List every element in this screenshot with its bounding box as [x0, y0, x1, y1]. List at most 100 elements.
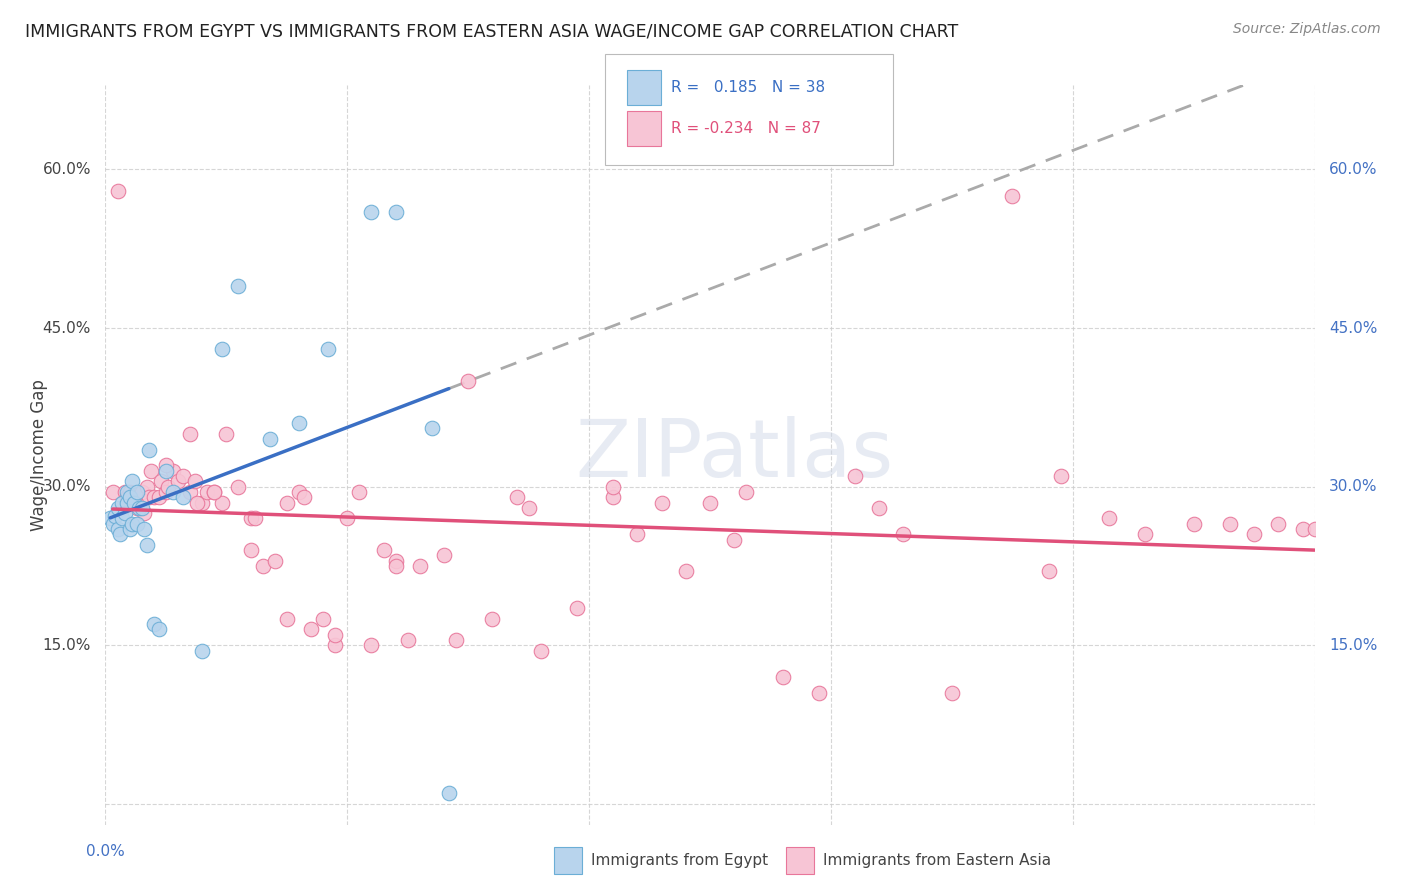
Point: [98, 511, 121, 525]
Point: [155, 485, 177, 500]
Point: [148, 490, 170, 504]
Point: [111, 511, 134, 525]
Text: 0.0%: 0.0%: [86, 844, 125, 859]
Text: Immigrants from Egypt: Immigrants from Egypt: [591, 854, 768, 868]
Text: 15.0%: 15.0%: [1329, 638, 1378, 653]
Point: [1038, 564, 1060, 578]
Point: [252, 558, 274, 574]
Point: [420, 421, 443, 435]
Point: [141, 464, 163, 478]
Point: [211, 342, 233, 356]
Point: [162, 485, 184, 500]
Point: [699, 495, 721, 509]
Point: [239, 511, 262, 525]
Text: R = -0.234   N = 87: R = -0.234 N = 87: [671, 121, 821, 136]
Point: [259, 432, 281, 446]
Point: [124, 495, 146, 509]
Text: R =   0.185   N = 38: R = 0.185 N = 38: [671, 80, 825, 95]
Point: [276, 495, 298, 509]
Point: [118, 522, 141, 536]
Point: [384, 558, 406, 574]
Point: [155, 464, 177, 478]
Point: [288, 485, 311, 500]
Point: [179, 485, 201, 500]
Point: [228, 480, 250, 494]
Point: [323, 628, 346, 642]
Point: [1291, 522, 1313, 536]
Point: [626, 527, 648, 541]
Point: [723, 533, 745, 547]
Point: [530, 643, 553, 657]
Point: [1243, 527, 1265, 541]
Point: [1098, 511, 1121, 525]
Point: [184, 475, 207, 489]
Point: [128, 500, 150, 515]
Text: 15.0%: 15.0%: [42, 638, 91, 653]
Point: [111, 495, 134, 509]
Text: ZIPatlas: ZIPatlas: [575, 416, 893, 494]
Point: [316, 342, 339, 356]
Point: [142, 617, 165, 632]
Point: [312, 612, 335, 626]
Point: [299, 623, 322, 637]
Point: [1001, 189, 1024, 203]
Point: [409, 558, 432, 574]
Point: [172, 469, 194, 483]
Point: [245, 511, 267, 525]
Point: [437, 786, 460, 800]
Point: [844, 469, 866, 483]
Point: [1303, 522, 1326, 536]
Point: [602, 490, 624, 504]
Point: [276, 612, 298, 626]
Point: [517, 500, 540, 515]
Text: 45.0%: 45.0%: [1329, 320, 1378, 335]
Point: [150, 475, 173, 489]
Point: [202, 485, 225, 500]
Point: [125, 500, 148, 515]
Point: [131, 485, 153, 500]
Point: [263, 554, 285, 568]
Point: [1135, 527, 1157, 541]
Point: [288, 416, 311, 430]
Text: 30.0%: 30.0%: [1329, 479, 1378, 494]
Point: [131, 500, 153, 515]
Point: [396, 633, 419, 648]
Text: Immigrants from Eastern Asia: Immigrants from Eastern Asia: [823, 854, 1050, 868]
Point: [360, 638, 382, 652]
Point: [239, 543, 262, 558]
Point: [772, 670, 794, 684]
Point: [101, 516, 124, 531]
Point: [157, 480, 180, 494]
Point: [115, 485, 138, 500]
Point: [134, 522, 156, 536]
Text: 60.0%: 60.0%: [1329, 161, 1378, 177]
Point: [114, 485, 136, 500]
Point: [125, 485, 148, 500]
Point: [323, 638, 346, 652]
Point: [191, 495, 214, 509]
Point: [172, 490, 194, 504]
Point: [186, 495, 208, 509]
Point: [155, 458, 177, 473]
Point: [107, 522, 129, 536]
Text: 60.0%: 60.0%: [42, 161, 91, 177]
Point: [115, 495, 138, 509]
Point: [135, 480, 157, 494]
Text: 30.0%: 30.0%: [42, 479, 91, 494]
Point: [1267, 516, 1289, 531]
Point: [125, 516, 148, 531]
Point: [108, 527, 131, 541]
Text: Wage/Income Gap: Wage/Income Gap: [30, 379, 48, 531]
Point: [121, 516, 143, 531]
Point: [138, 442, 160, 457]
Point: [807, 686, 830, 700]
Point: [124, 495, 146, 509]
Point: [215, 426, 238, 441]
Point: [384, 554, 406, 568]
Text: IMMIGRANTS FROM EGYPT VS IMMIGRANTS FROM EASTERN ASIA WAGE/INCOME GAP CORRELATIO: IMMIGRANTS FROM EGYPT VS IMMIGRANTS FROM…: [25, 22, 959, 40]
Point: [292, 490, 315, 504]
Text: Source: ZipAtlas.com: Source: ZipAtlas.com: [1233, 22, 1381, 37]
Point: [349, 485, 371, 500]
Point: [107, 500, 129, 515]
Point: [228, 278, 250, 293]
